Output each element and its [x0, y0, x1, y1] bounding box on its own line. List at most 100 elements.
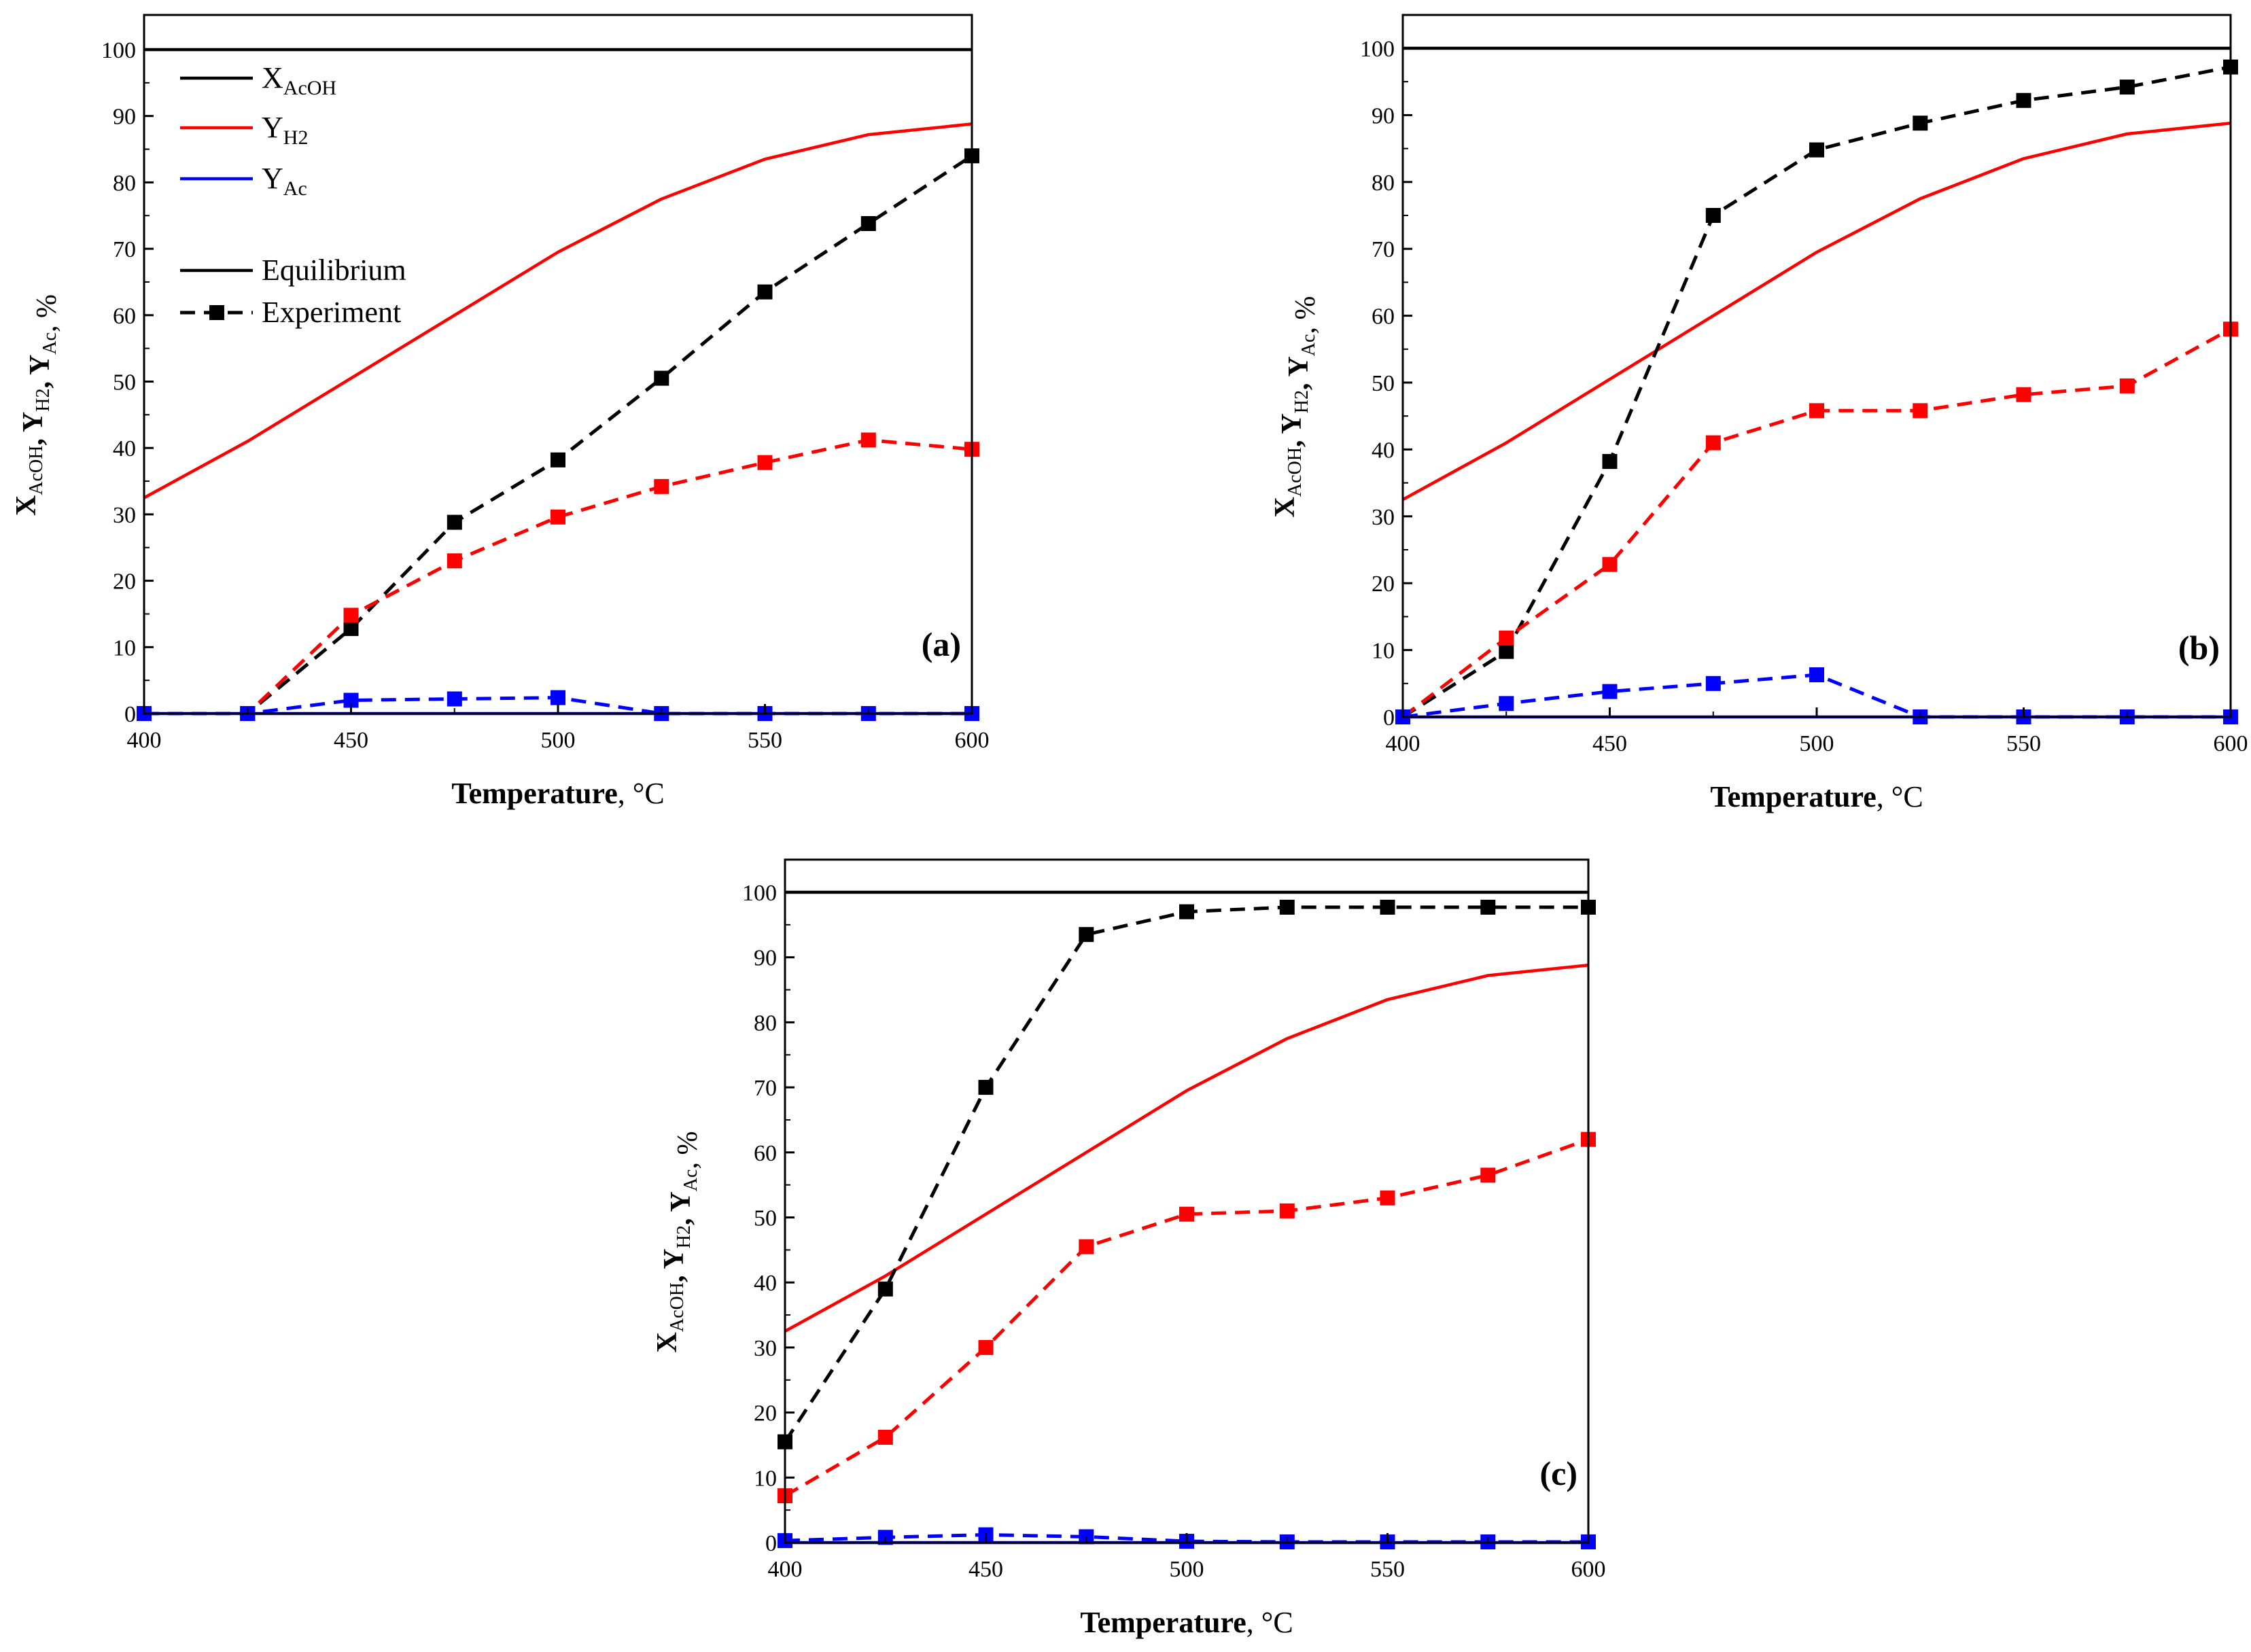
- x-axis-title-unit: , °C: [1246, 1606, 1293, 1639]
- y-tick-label: 90: [113, 105, 136, 130]
- data-point-y-ac-experiment: [1499, 696, 1514, 711]
- y-axis-title-part: Y: [1283, 356, 1314, 376]
- series-line-y-h2-experiment: [144, 438, 973, 716]
- data-point-y-h2-experiment: [1079, 1239, 1094, 1254]
- data-point-y-h2-experiment: [1179, 1206, 1194, 1222]
- y-axis-title-subscript: AcOH: [1285, 447, 1306, 497]
- y-tick-label: 20: [754, 1401, 777, 1426]
- y-axis-title-subscript: Ac: [680, 1170, 701, 1192]
- x-tick-label: 550: [748, 728, 782, 753]
- y-tick-label: 30: [754, 1336, 777, 1361]
- y-tick-label: 40: [754, 1271, 777, 1296]
- data-point-y-h2-experiment: [1809, 403, 1824, 419]
- y-tick-label: 40: [1372, 438, 1395, 463]
- y-tick-label: 10: [1372, 639, 1395, 664]
- plot-frame: [784, 858, 1590, 1544]
- data-point-y-h2-experiment: [551, 509, 565, 525]
- y-tick-label: 70: [1372, 237, 1395, 262]
- data-point-x-acoh-experiment: [1913, 116, 1928, 131]
- data-point-x-acoh-experiment: [343, 620, 359, 636]
- y-axis-title-part: ,: [1276, 434, 1308, 447]
- data-point-y-ac-experiment: [1602, 684, 1618, 699]
- y-axis-title-part: Y: [665, 1191, 697, 1212]
- y-axis-title-part: ,: [1283, 377, 1314, 390]
- data-point-x-acoh-experiment: [757, 284, 773, 300]
- y-axis-title-subscript: AcOH: [667, 1282, 688, 1332]
- y-tick-label: 100: [1360, 37, 1395, 62]
- data-point-y-h2-experiment: [1380, 1190, 1395, 1206]
- legend-equilibrium-label: Equilibrium: [262, 253, 406, 287]
- legend-experiment-marker: [209, 305, 224, 320]
- series-line-y-h2-equilibrium: [784, 963, 1589, 1333]
- y-axis-title-part: Y: [1276, 413, 1308, 434]
- y-tick-label: 80: [754, 1010, 777, 1036]
- x-tick-label: 400: [127, 728, 162, 753]
- x-axis-title: Temperature, °C: [1080, 1606, 1293, 1639]
- y-axis-title: XAcOH, YH2, YAc, %: [652, 1131, 703, 1353]
- y-tick-label: 40: [113, 436, 136, 461]
- panel-a: 0 10 20 30 40 50 60 70 80 90 100 400 450 500 550 600 Tem…: [11, 14, 990, 810]
- y-axis-title-part: X: [11, 495, 42, 516]
- data-point-x-acoh-experiment: [654, 370, 669, 386]
- y-axis-title-part: X: [652, 1332, 683, 1352]
- y-axis-title-part: X: [1270, 497, 1301, 517]
- data-point-x-acoh-experiment: [978, 1080, 994, 1095]
- data-point-y-h2-experiment: [1602, 557, 1618, 572]
- x-axis-title-bold: Temperature: [451, 777, 617, 810]
- panel-label: (a): [922, 625, 961, 663]
- y-tick-label: 50: [113, 370, 136, 396]
- y-tick-label: 60: [1372, 304, 1395, 330]
- y-axis-title-part: Y: [18, 412, 49, 432]
- y-axis-title-part: ,: [665, 1212, 697, 1225]
- series-line-x-acoh-experiment: [783, 905, 1588, 1443]
- data-point-y-h2-experiment: [1913, 403, 1928, 419]
- y-axis-title-subscript: Ac: [39, 332, 60, 355]
- series-line-y-h2-experiment: [784, 1138, 1589, 1498]
- x-tick-label: 600: [955, 728, 990, 753]
- y-axis-title-part: ,: [659, 1269, 690, 1282]
- data-point-y-h2-experiment: [1480, 1167, 1496, 1183]
- legend-y-h2-sub: H2: [283, 126, 309, 149]
- data-point-y-h2-experiment: [1279, 1203, 1295, 1218]
- data-point-y-ac-experiment: [551, 690, 565, 705]
- x-axis-title-unit: , °C: [1877, 780, 1923, 813]
- x-axis-title-bold: Temperature: [1710, 780, 1876, 813]
- y-tick-label: 100: [101, 38, 136, 63]
- data-point-x-acoh-experiment: [1079, 927, 1094, 943]
- y-tick-label: 70: [754, 1076, 777, 1101]
- y-tick-label: 10: [754, 1466, 777, 1491]
- y-axis-title-subscript: H2: [674, 1225, 695, 1248]
- data-point-y-h2-experiment: [1499, 630, 1514, 646]
- data-point-y-h2-experiment: [343, 608, 359, 623]
- series-line-y-h2-equilibrium: [143, 122, 973, 499]
- data-point-y-ac-experiment: [1079, 1529, 1094, 1545]
- y-axis-title: XAcOH, YH2, YAc, %: [11, 294, 63, 516]
- y-tick-label: 10: [113, 635, 136, 661]
- legend-y-h2-label: YH2: [262, 111, 308, 149]
- legend-x-acoh-label: XAcOH: [262, 61, 336, 99]
- data-point-x-acoh-experiment: [2119, 80, 2135, 95]
- data-point-x-acoh-experiment: [2016, 92, 2031, 108]
- x-axis-title-bold: Temperature: [1080, 1606, 1246, 1639]
- data-point-x-acoh-experiment: [551, 452, 565, 468]
- panel-c: 0 10 20 30 40 50 60 70 80 90 100 400 450 500 550 600 Tem…: [652, 858, 1606, 1639]
- series-line-x-acoh-experiment: [1401, 65, 2231, 719]
- data-point-x-acoh-experiment: [1499, 644, 1514, 659]
- data-point-y-h2-experiment: [2119, 378, 2135, 393]
- x-tick-label: 550: [1370, 1557, 1405, 1582]
- data-point-x-acoh-experiment: [447, 514, 462, 530]
- data-point-x-acoh-experiment: [1279, 900, 1295, 915]
- legend-y-ac-label: YAc: [262, 162, 307, 200]
- data-point-y-h2-experiment: [877, 1430, 893, 1445]
- panel-label: (b): [2178, 629, 2220, 667]
- y-tick-label: 100: [742, 881, 777, 906]
- data-point-y-ac-experiment: [1809, 667, 1824, 682]
- legend-y-ac-sub: Ac: [283, 177, 307, 200]
- y-tick-label: 20: [1372, 572, 1395, 597]
- y-tick-label: 90: [1372, 103, 1395, 128]
- y-tick-label: 30: [113, 503, 136, 528]
- y-axis-title-subscript: H2: [33, 388, 54, 411]
- legend-y-h2-main: Y: [262, 111, 283, 144]
- y-tick-label: 60: [754, 1141, 777, 1166]
